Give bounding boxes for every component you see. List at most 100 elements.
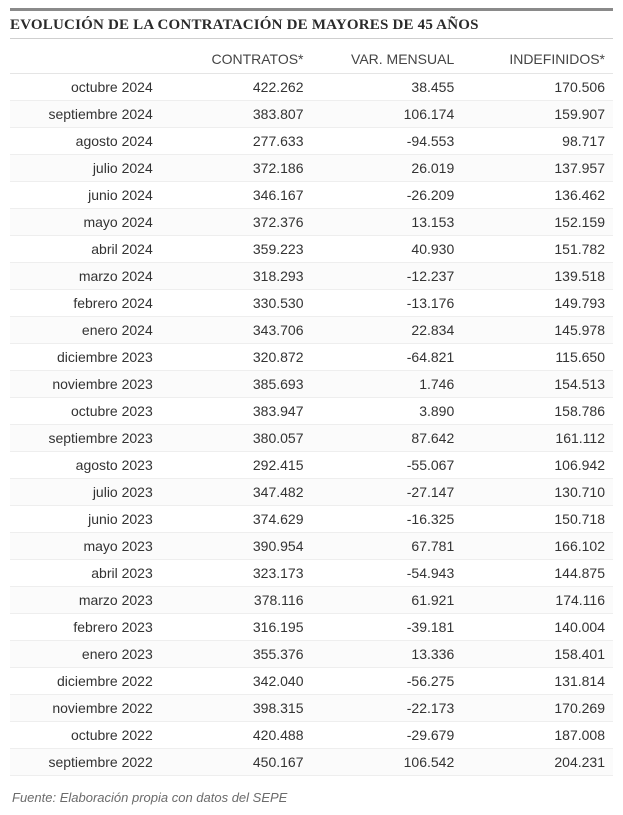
cell-contratos: 343.706 bbox=[161, 317, 312, 344]
cell-indefinidos: 144.875 bbox=[462, 560, 613, 587]
cell-contratos: 323.173 bbox=[161, 560, 312, 587]
table-row: septiembre 2022450.167106.542204.231 bbox=[10, 749, 613, 776]
cell-var-mensual: -22.173 bbox=[312, 695, 463, 722]
cell-indefinidos: 137.957 bbox=[462, 155, 613, 182]
cell-indefinidos: 174.116 bbox=[462, 587, 613, 614]
table-row: enero 2024343.70622.834145.978 bbox=[10, 317, 613, 344]
cell-contratos: 422.262 bbox=[161, 74, 312, 101]
source-note: Fuente: Elaboración propia con datos del… bbox=[10, 776, 613, 805]
cell-indefinidos: 131.814 bbox=[462, 668, 613, 695]
cell-indefinidos: 150.718 bbox=[462, 506, 613, 533]
cell-var-mensual: 106.542 bbox=[312, 749, 463, 776]
table-row: febrero 2023316.195-39.181140.004 bbox=[10, 614, 613, 641]
col-header-contratos: CONTRATOS* bbox=[161, 45, 312, 74]
data-table: CONTRATOS* VAR. MENSUAL INDEFINIDOS* oct… bbox=[10, 45, 613, 776]
cell-contratos: 359.223 bbox=[161, 236, 312, 263]
cell-indefinidos: 158.786 bbox=[462, 398, 613, 425]
table-header-row: CONTRATOS* VAR. MENSUAL INDEFINIDOS* bbox=[10, 45, 613, 74]
cell-indefinidos: 154.513 bbox=[462, 371, 613, 398]
cell-var-mensual: -94.553 bbox=[312, 128, 463, 155]
cell-indefinidos: 136.462 bbox=[462, 182, 613, 209]
cell-var-mensual: -55.067 bbox=[312, 452, 463, 479]
cell-contratos: 378.116 bbox=[161, 587, 312, 614]
cell-period: noviembre 2022 bbox=[10, 695, 161, 722]
cell-period: diciembre 2022 bbox=[10, 668, 161, 695]
table-body: octubre 2024422.26238.455170.506septiemb… bbox=[10, 74, 613, 776]
cell-contratos: 380.057 bbox=[161, 425, 312, 452]
table-row: junio 2024346.167-26.209136.462 bbox=[10, 182, 613, 209]
table-row: mayo 2024372.37613.153152.159 bbox=[10, 209, 613, 236]
table-row: septiembre 2023380.05787.642161.112 bbox=[10, 425, 613, 452]
cell-indefinidos: 170.269 bbox=[462, 695, 613, 722]
cell-var-mensual: -26.209 bbox=[312, 182, 463, 209]
cell-period: julio 2024 bbox=[10, 155, 161, 182]
cell-period: marzo 2023 bbox=[10, 587, 161, 614]
table-row: julio 2024372.18626.019137.957 bbox=[10, 155, 613, 182]
table-row: noviembre 2023385.6931.746154.513 bbox=[10, 371, 613, 398]
cell-contratos: 383.807 bbox=[161, 101, 312, 128]
col-header-var-mensual: VAR. MENSUAL bbox=[312, 45, 463, 74]
cell-contratos: 383.947 bbox=[161, 398, 312, 425]
cell-var-mensual: 38.455 bbox=[312, 74, 463, 101]
cell-period: octubre 2024 bbox=[10, 74, 161, 101]
table-row: septiembre 2024383.807106.174159.907 bbox=[10, 101, 613, 128]
cell-contratos: 292.415 bbox=[161, 452, 312, 479]
cell-period: febrero 2024 bbox=[10, 290, 161, 317]
page-title: EVOLUCIÓN DE LA CONTRATACIÓN DE MAYORES … bbox=[10, 17, 613, 34]
cell-period: febrero 2023 bbox=[10, 614, 161, 641]
cell-period: septiembre 2024 bbox=[10, 101, 161, 128]
cell-var-mensual: 26.019 bbox=[312, 155, 463, 182]
cell-contratos: 347.482 bbox=[161, 479, 312, 506]
cell-period: mayo 2023 bbox=[10, 533, 161, 560]
cell-period: abril 2024 bbox=[10, 236, 161, 263]
cell-period: abril 2023 bbox=[10, 560, 161, 587]
cell-indefinidos: 166.102 bbox=[462, 533, 613, 560]
cell-indefinidos: 140.004 bbox=[462, 614, 613, 641]
cell-var-mensual: -27.147 bbox=[312, 479, 463, 506]
cell-var-mensual: 3.890 bbox=[312, 398, 463, 425]
table-row: abril 2023323.173-54.943144.875 bbox=[10, 560, 613, 587]
cell-indefinidos: 170.506 bbox=[462, 74, 613, 101]
cell-var-mensual: 13.153 bbox=[312, 209, 463, 236]
cell-var-mensual: -54.943 bbox=[312, 560, 463, 587]
cell-period: enero 2023 bbox=[10, 641, 161, 668]
cell-contratos: 346.167 bbox=[161, 182, 312, 209]
cell-var-mensual: 13.336 bbox=[312, 641, 463, 668]
table-container: EVOLUCIÓN DE LA CONTRATACIÓN DE MAYORES … bbox=[0, 0, 623, 815]
table-row: noviembre 2022398.315-22.173170.269 bbox=[10, 695, 613, 722]
cell-indefinidos: 187.008 bbox=[462, 722, 613, 749]
cell-var-mensual: 61.921 bbox=[312, 587, 463, 614]
cell-var-mensual: -39.181 bbox=[312, 614, 463, 641]
cell-contratos: 420.488 bbox=[161, 722, 312, 749]
cell-contratos: 385.693 bbox=[161, 371, 312, 398]
cell-var-mensual: -13.176 bbox=[312, 290, 463, 317]
cell-period: junio 2024 bbox=[10, 182, 161, 209]
table-row: marzo 2023378.11661.921174.116 bbox=[10, 587, 613, 614]
cell-indefinidos: 145.978 bbox=[462, 317, 613, 344]
table-row: mayo 2023390.95467.781166.102 bbox=[10, 533, 613, 560]
col-header-indefinidos: INDEFINIDOS* bbox=[462, 45, 613, 74]
cell-period: diciembre 2023 bbox=[10, 344, 161, 371]
cell-var-mensual: -56.275 bbox=[312, 668, 463, 695]
table-row: agosto 2024277.633-94.55398.717 bbox=[10, 128, 613, 155]
cell-contratos: 320.872 bbox=[161, 344, 312, 371]
cell-period: octubre 2023 bbox=[10, 398, 161, 425]
cell-contratos: 355.376 bbox=[161, 641, 312, 668]
cell-contratos: 398.315 bbox=[161, 695, 312, 722]
cell-period: julio 2023 bbox=[10, 479, 161, 506]
cell-var-mensual: 106.174 bbox=[312, 101, 463, 128]
cell-var-mensual: 1.746 bbox=[312, 371, 463, 398]
table-row: diciembre 2023320.872-64.821115.650 bbox=[10, 344, 613, 371]
cell-period: junio 2023 bbox=[10, 506, 161, 533]
table-row: marzo 2024318.293-12.237139.518 bbox=[10, 263, 613, 290]
cell-indefinidos: 130.710 bbox=[462, 479, 613, 506]
cell-var-mensual: -29.679 bbox=[312, 722, 463, 749]
cell-indefinidos: 159.907 bbox=[462, 101, 613, 128]
table-row: octubre 2023383.9473.890158.786 bbox=[10, 398, 613, 425]
cell-indefinidos: 151.782 bbox=[462, 236, 613, 263]
title-bar: EVOLUCIÓN DE LA CONTRATACIÓN DE MAYORES … bbox=[10, 8, 613, 39]
cell-period: septiembre 2023 bbox=[10, 425, 161, 452]
table-row: enero 2023355.37613.336158.401 bbox=[10, 641, 613, 668]
cell-period: marzo 2024 bbox=[10, 263, 161, 290]
cell-contratos: 372.186 bbox=[161, 155, 312, 182]
